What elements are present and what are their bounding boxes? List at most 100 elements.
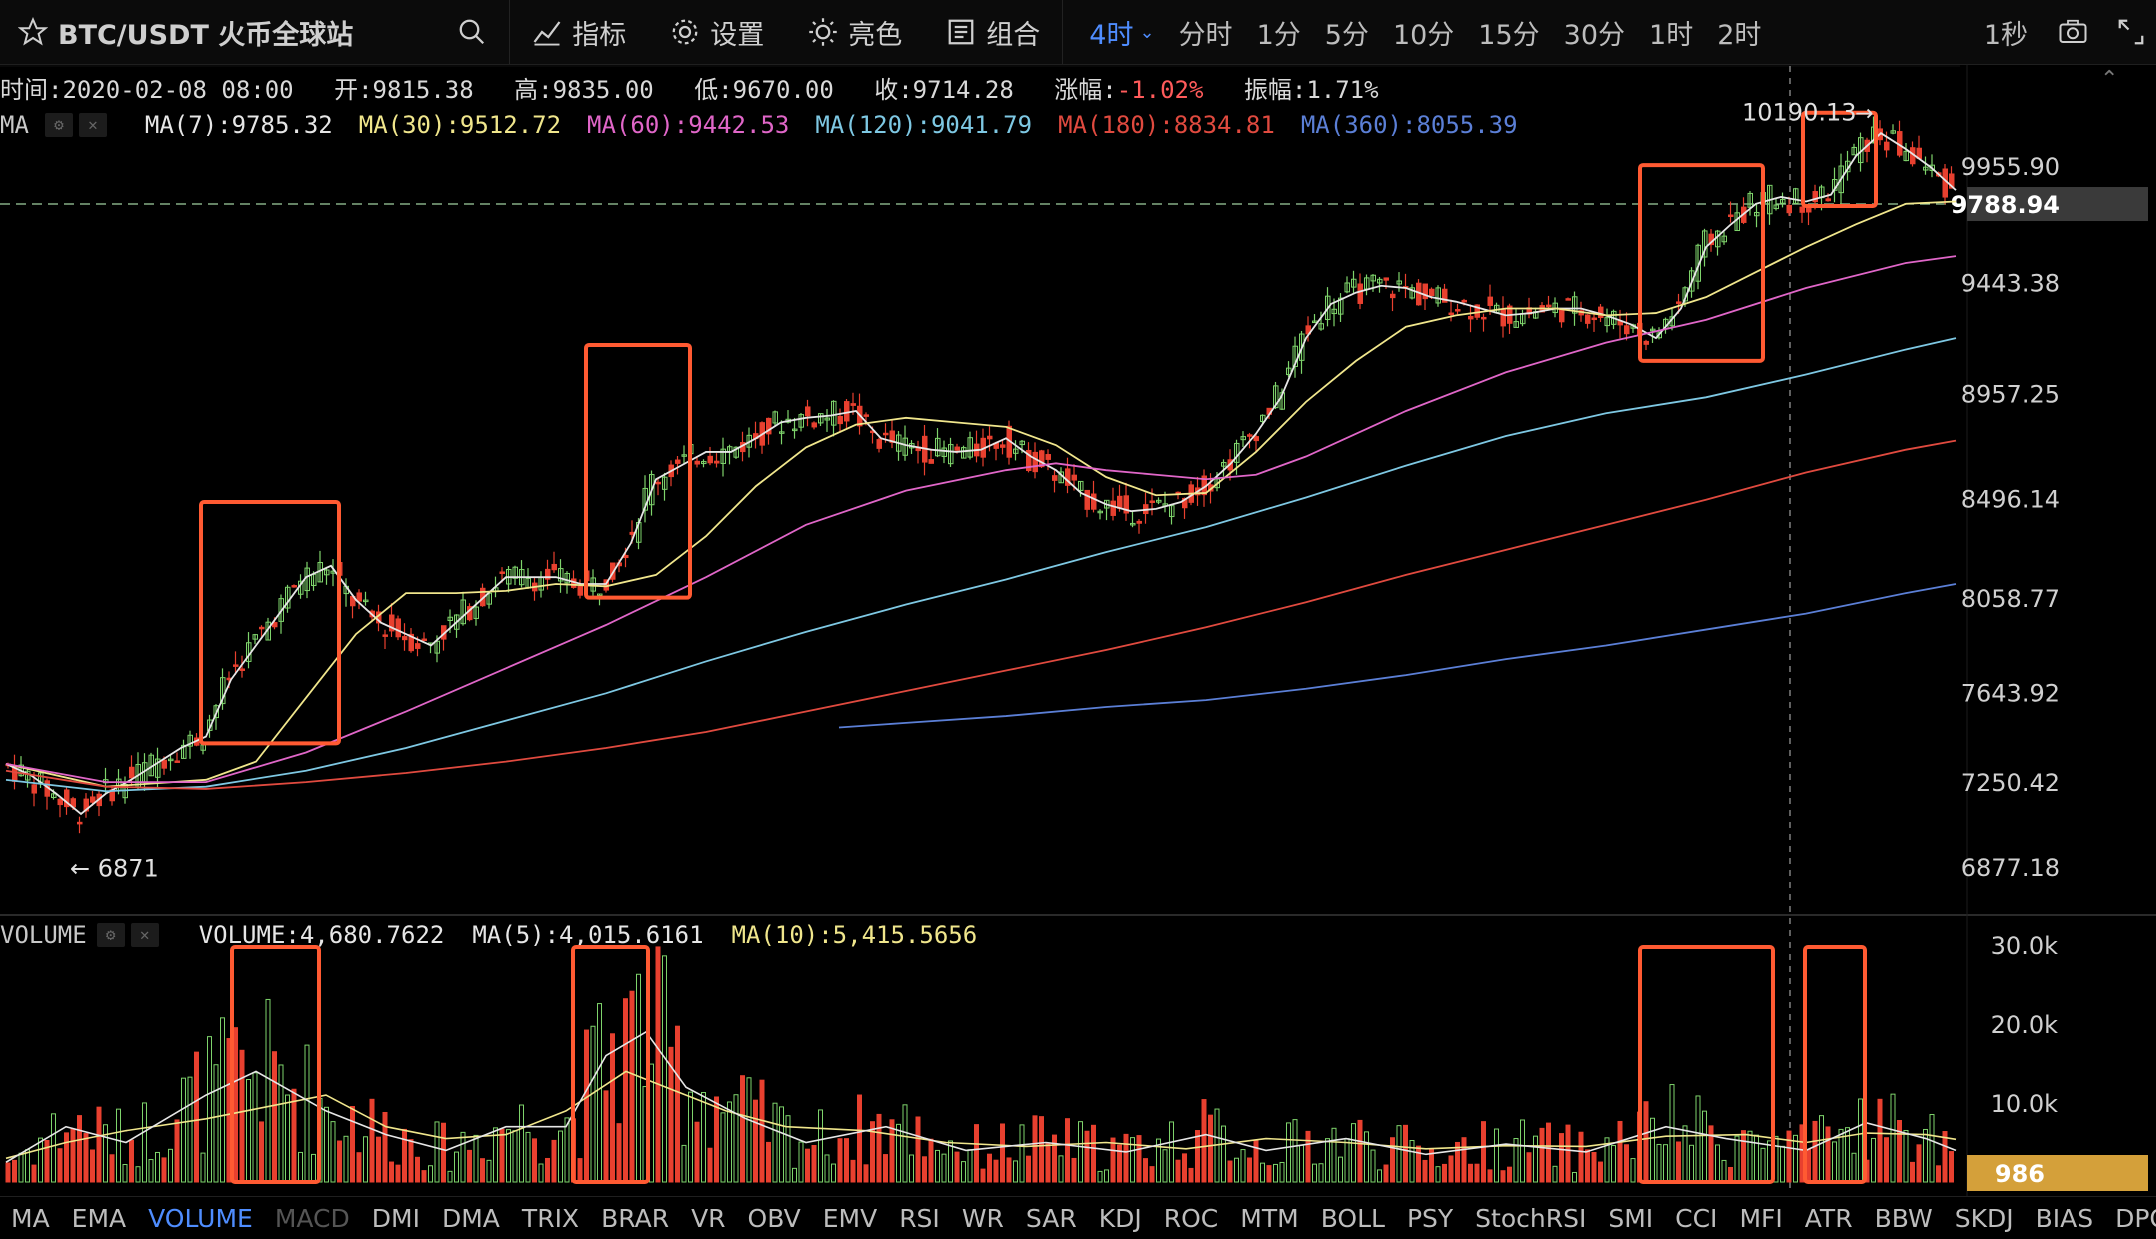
star-icon[interactable]: [17, 16, 49, 47]
highlight-box: [1801, 110, 1878, 209]
candle-body: [447, 616, 453, 621]
indicator-tab-wr[interactable]: WR: [961, 1203, 1004, 1233]
period-15m[interactable]: 15分: [1466, 0, 1551, 64]
candle-body: [694, 460, 700, 465]
screenshot-button[interactable]: [2040, 0, 2106, 64]
search-button[interactable]: [435, 0, 509, 64]
candle-body: [1559, 309, 1565, 323]
indicator-tab-trix[interactable]: TRIX: [521, 1203, 580, 1233]
ma-line-ma120: [5, 337, 1957, 793]
candle-body: [1338, 297, 1344, 315]
volume-bar: [1871, 1137, 1876, 1183]
volume-bar: [545, 1157, 550, 1183]
volume-bar: [467, 1149, 472, 1183]
indicator-tab-volume[interactable]: VOLUME: [148, 1203, 253, 1233]
indicator-tab-emv[interactable]: EMV: [822, 1203, 878, 1233]
volume-bar: [1500, 1170, 1506, 1183]
compose-button[interactable]: 组合: [924, 0, 1062, 64]
period-10m[interactable]: 10分: [1381, 0, 1466, 64]
indicator-tab-stochrsi[interactable]: StochRSI: [1475, 1203, 1587, 1233]
active-period-label: 4时: [1089, 19, 1134, 51]
volume-bar: [844, 1138, 849, 1183]
period-1m[interactable]: 1分: [1245, 0, 1313, 64]
candle-body: [1474, 304, 1480, 318]
indicator-tab-bias[interactable]: BIAS: [2035, 1203, 2094, 1233]
settings-button[interactable]: 设置: [648, 0, 786, 64]
volume-value-legend: VOLUME:4,680.7622: [198, 921, 445, 949]
chart-toolbar: BTC/USDT 火币全球站 指标 设置 亮色 组合 4时 ⌄ 分时 1分 5分: [0, 0, 2156, 65]
collapse-chevron-icon[interactable]: ⌃: [2100, 67, 2118, 92]
period-4h-dropdown[interactable]: 4时 ⌄: [1063, 0, 1166, 64]
candle-body: [1702, 230, 1708, 258]
volume-bar: [1656, 1143, 1662, 1183]
indicator-tab-brar[interactable]: BRAR: [601, 1203, 670, 1233]
indicator-tab-bbw[interactable]: BBW: [1874, 1203, 1933, 1233]
volume-bar: [304, 1044, 310, 1183]
indicator-tab-roc[interactable]: ROC: [1163, 1203, 1219, 1233]
volume-bar: [1435, 1166, 1441, 1183]
symbol-selector[interactable]: BTC/USDT 火币全球站: [0, 0, 375, 64]
volume-bar: [1019, 1124, 1025, 1183]
indicator-tab-obv[interactable]: OBV: [747, 1203, 801, 1233]
indicator-tab-dmi[interactable]: DMI: [371, 1203, 420, 1233]
volume-bar: [1513, 1138, 1519, 1183]
price-tick-label: 9955.90: [1961, 153, 2060, 181]
volume-bar: [610, 1033, 615, 1183]
volume-close-icon[interactable]: ✕: [130, 923, 159, 947]
volume-bar: [447, 1170, 453, 1183]
volume-bar: [330, 1121, 336, 1183]
indicator-tab-dma[interactable]: DMA: [441, 1203, 500, 1233]
volume-bar: [1747, 1130, 1753, 1183]
candle-body: [77, 821, 83, 825]
ma-line-ma360: [838, 583, 1957, 729]
candle-body: [883, 432, 889, 436]
indicator-tab-mtm[interactable]: MTM: [1240, 1203, 1299, 1233]
candle-body: [577, 585, 583, 596]
volume-bar: [1026, 1155, 1031, 1183]
indicator-tab-sar[interactable]: SAR: [1025, 1203, 1077, 1233]
theme-toggle-button[interactable]: 亮色: [786, 0, 924, 64]
ma-close-icon[interactable]: ✕: [78, 113, 107, 137]
candle-body: [1429, 288, 1435, 296]
indicator-tab-cci[interactable]: CCI: [1675, 1203, 1718, 1233]
volume-bar: [168, 1148, 173, 1183]
period-30m[interactable]: 30分: [1552, 0, 1637, 64]
indicator-tab-mfi[interactable]: MFI: [1739, 1203, 1783, 1233]
indicators-button[interactable]: 指标: [510, 0, 648, 64]
ohlc-info: 时间:2020-02-08 08:00 开:9815.38 高:9835.00 …: [0, 70, 1405, 104]
period-1h[interactable]: 1时: [1637, 0, 1705, 64]
indicator-tab-ma[interactable]: MA: [11, 1203, 50, 1233]
indicator-tab-smi[interactable]: SMI: [1608, 1203, 1654, 1233]
volume-settings-icon[interactable]: ⚙: [96, 923, 125, 947]
indicator-tab-skdj[interactable]: SKDJ: [1954, 1203, 2014, 1233]
indicator-tab-macd[interactable]: MACD: [274, 1203, 350, 1233]
indicator-tab-psy[interactable]: PSY: [1406, 1203, 1454, 1233]
indicator-tab-rsi[interactable]: RSI: [899, 1203, 940, 1233]
period-1s[interactable]: 1秒: [1972, 0, 2040, 64]
indicator-tab-kdj[interactable]: KDJ: [1098, 1203, 1142, 1233]
change-value: 涨幅:-1.02%: [1054, 76, 1203, 104]
volume-bar: [1741, 1130, 1746, 1183]
indicator-tab-vr[interactable]: VR: [691, 1203, 726, 1233]
indicator-tab-atr[interactable]: ATR: [1804, 1203, 1853, 1233]
fullscreen-button[interactable]: [2106, 0, 2156, 64]
candle-body: [207, 719, 213, 731]
candle-body: [811, 422, 817, 428]
period-2h[interactable]: 2时: [1705, 0, 1773, 64]
high-price-annotation: 10190.13: [1742, 99, 1857, 127]
volume-bar: [1702, 1110, 1707, 1183]
volume-bar: [1624, 1144, 1629, 1183]
period-timeshare[interactable]: 分时: [1167, 0, 1245, 64]
candle-body: [64, 789, 70, 808]
indicator-tab-dpo[interactable]: DPO: [2115, 1203, 2156, 1233]
volume-bar: [1546, 1122, 1551, 1183]
indicator-tab-boll[interactable]: BOLL: [1320, 1203, 1385, 1233]
indicator-tab-ema[interactable]: EMA: [71, 1203, 127, 1233]
sun-icon: [808, 17, 838, 47]
ma-settings-icon[interactable]: ⚙: [44, 113, 73, 137]
volume-bar: [194, 1051, 199, 1183]
volume-bar: [343, 1135, 349, 1183]
candle-body: [772, 411, 778, 424]
period-5m[interactable]: 5分: [1313, 0, 1381, 64]
